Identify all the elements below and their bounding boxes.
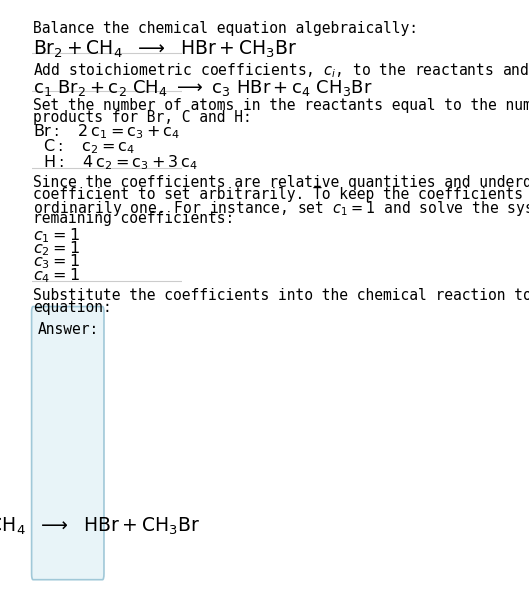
Text: Substitute the coefficients into the chemical reaction to obtain the balanced: Substitute the coefficients into the che… (33, 288, 529, 304)
Text: equation:: equation: (33, 300, 112, 316)
Text: remaining coefficients:: remaining coefficients: (33, 211, 234, 226)
Text: Balance the chemical equation algebraically:: Balance the chemical equation algebraica… (33, 21, 418, 36)
Text: $c_3 = 1$: $c_3 = 1$ (33, 253, 80, 271)
Text: $c_2 = 1$: $c_2 = 1$ (33, 239, 80, 258)
FancyBboxPatch shape (32, 307, 104, 580)
Text: Since the coefficients are relative quantities and underdetermined, choose a: Since the coefficients are relative quan… (33, 175, 529, 190)
Text: Answer:: Answer: (38, 322, 99, 337)
Text: $\mathrm{Br:\ \ \ 2\,c_1 = c_3 + c_4}$: $\mathrm{Br:\ \ \ 2\,c_1 = c_3 + c_4}$ (33, 123, 180, 141)
Text: $\mathrm{Br_2 + CH_4 \ \ \longrightarrow \ \ HBr + CH_3Br}$: $\mathrm{Br_2 + CH_4 \ \ \longrightarrow… (0, 516, 200, 537)
Text: Set the number of atoms in the reactants equal to the number of atoms in the: Set the number of atoms in the reactants… (33, 98, 529, 114)
Text: Add stoichiometric coefficients, $c_i$, to the reactants and products:: Add stoichiometric coefficients, $c_i$, … (33, 61, 529, 80)
Text: $\mathrm{Br_2 + CH_4 \ \ \longrightarrow \ \ HBr + CH_3Br}$: $\mathrm{Br_2 + CH_4 \ \ \longrightarrow… (33, 39, 297, 60)
Text: $c_1 = 1$: $c_1 = 1$ (33, 226, 80, 245)
Text: $\mathrm{\ \ H:\ \ \ 4\,c_2 = c_3 + 3\,c_4}$: $\mathrm{\ \ H:\ \ \ 4\,c_2 = c_3 + 3\,c… (33, 153, 198, 172)
Text: coefficient to set arbitrarily. To keep the coefficients small, the arbitrary va: coefficient to set arbitrarily. To keep … (33, 187, 529, 202)
Text: $\mathrm{\ \ C:\ \ \ c_2 = c_4}$: $\mathrm{\ \ C:\ \ \ c_2 = c_4}$ (33, 138, 135, 157)
Text: products for Br, C and H:: products for Br, C and H: (33, 110, 252, 126)
Text: $\mathrm{c_1\ Br_2 + c_2\ CH_4 \ \longrightarrow \ c_3\ HBr + c_4\ CH_3Br}$: $\mathrm{c_1\ Br_2 + c_2\ CH_4 \ \longri… (33, 78, 372, 98)
Text: $c_4 = 1$: $c_4 = 1$ (33, 266, 80, 285)
Text: ordinarily one. For instance, set $c_1 = 1$ and solve the system of equations fo: ordinarily one. For instance, set $c_1 =… (33, 199, 529, 218)
